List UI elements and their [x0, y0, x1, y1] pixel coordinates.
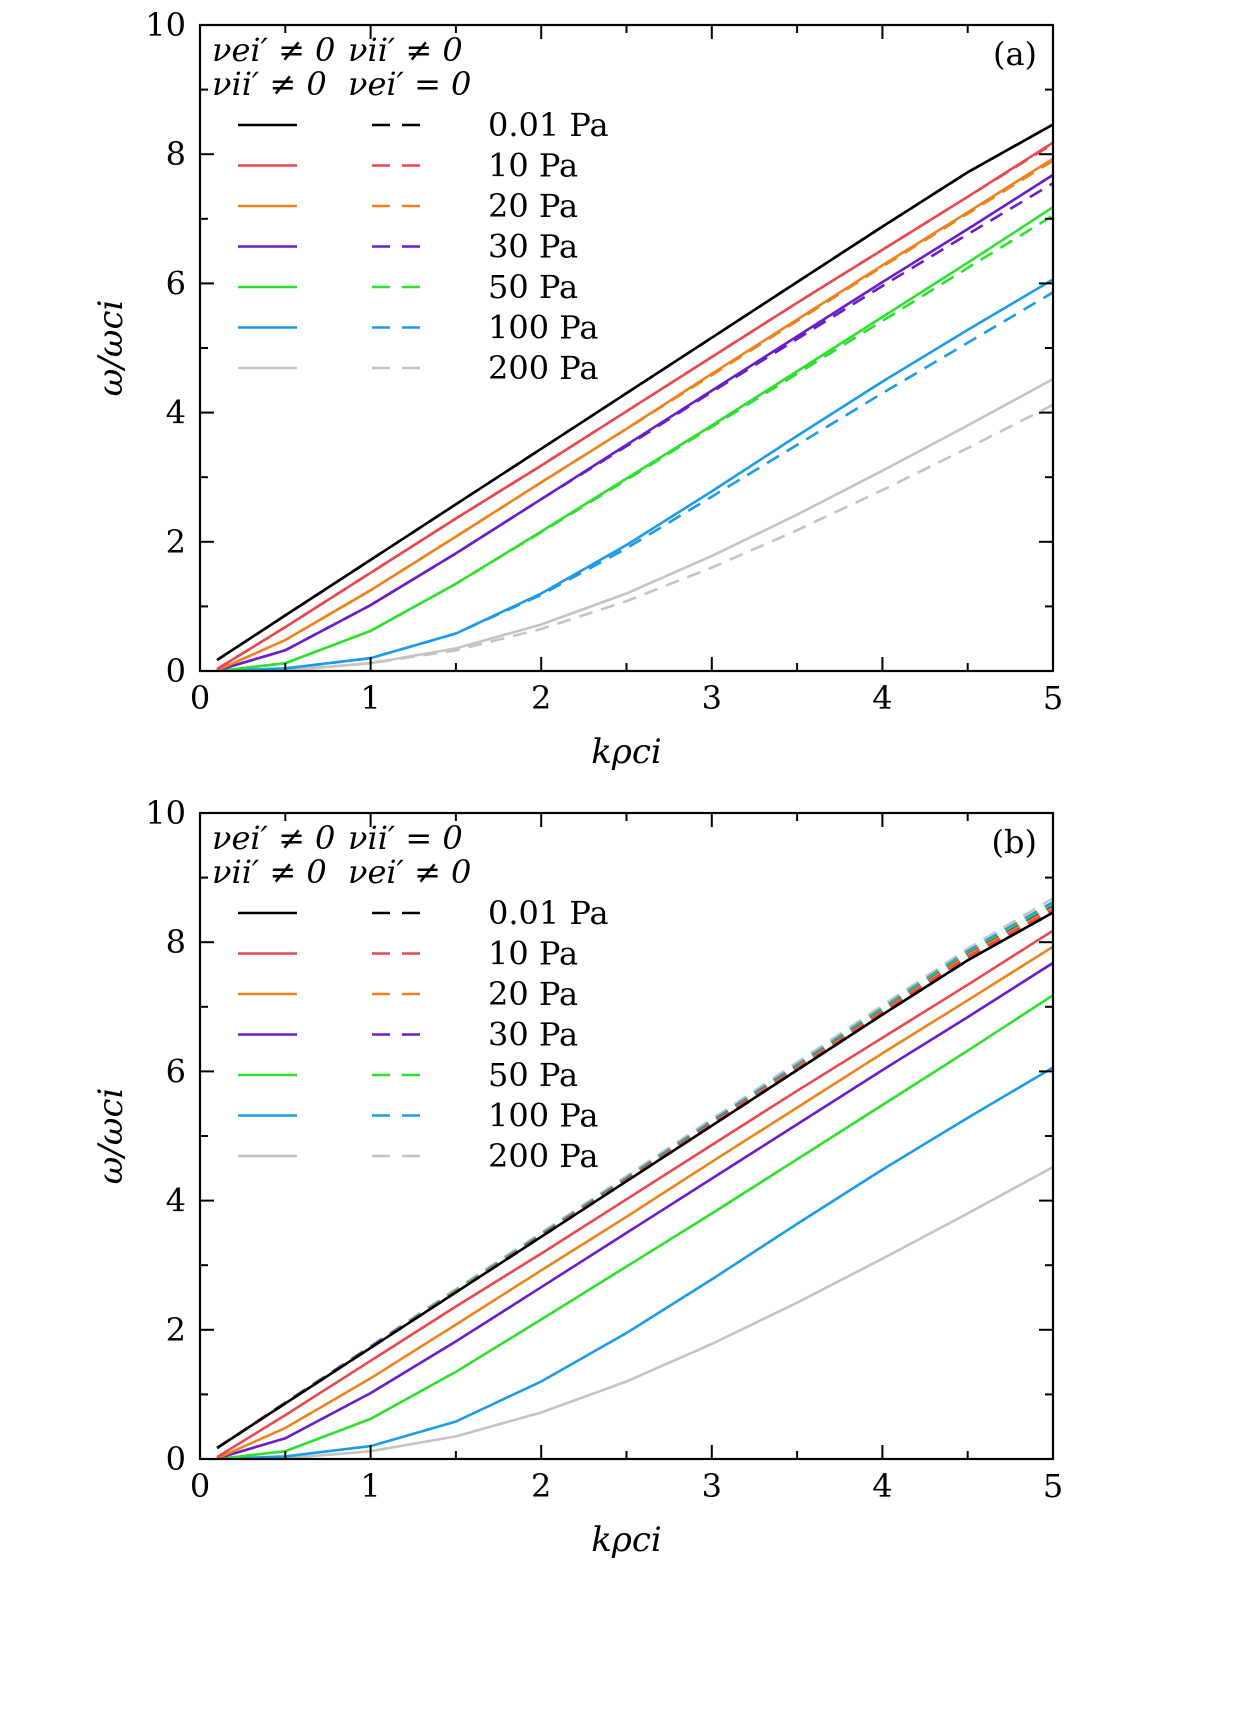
legend-header-solid-line1: νei′ ≠ 0 — [212, 31, 335, 69]
y-tick-label: 8 — [166, 135, 186, 173]
legend-label: 10 Pa — [488, 147, 578, 185]
y-tick-label: 10 — [145, 794, 186, 832]
y-tick-label: 4 — [166, 394, 186, 432]
y-tick-label: 6 — [166, 1052, 186, 1090]
series-solid-200-pa — [217, 1165, 1053, 1459]
y-tick-label: 2 — [166, 1311, 186, 1349]
series-dashed-200-pa — [217, 403, 1053, 671]
series-dashed-10-pa — [216, 142, 1053, 671]
curves — [216, 897, 1053, 1459]
x-tick-label: 0 — [190, 679, 210, 717]
series-solid-20-pa — [216, 945, 1053, 1459]
legend-label: 200 Pa — [488, 1137, 598, 1175]
legend-label: 20 Pa — [488, 187, 578, 225]
y-axis-label: ω/ωci — [91, 1088, 131, 1185]
series-solid-50-pa — [216, 994, 1053, 1459]
x-tick-label: 0 — [190, 1467, 210, 1505]
y-tick-label: 8 — [166, 923, 186, 961]
series-dashed-50-pa — [216, 214, 1053, 671]
x-tick-label: 3 — [702, 679, 722, 717]
legend-label: 100 Pa — [488, 1097, 598, 1135]
legend-header-solid-line2: νii′ ≠ 0 — [212, 853, 327, 891]
x-tick-label: 5 — [1043, 679, 1063, 717]
legend-header-dashed-line1: νii′ ≠ 0 — [348, 31, 463, 69]
legend-label: 0.01 Pa — [488, 106, 609, 144]
y-tick-label: 10 — [145, 6, 186, 44]
series-dashed-30-pa — [216, 182, 1053, 671]
series-solid-10-pa — [216, 929, 1053, 1459]
legend-header-dashed-line2: νei′ ≠ 0 — [348, 853, 471, 891]
panel-tag: (b) — [992, 823, 1037, 861]
legend-label: 50 Pa — [488, 1056, 578, 1094]
series-dashed-0.01-pa — [216, 123, 1053, 662]
legend-header-solid-line2: νii′ ≠ 0 — [212, 65, 327, 103]
curves — [216, 123, 1053, 671]
y-tick-label: 4 — [166, 1182, 186, 1220]
legend-header-dashed-line2: νei′ = 0 — [348, 65, 471, 103]
y-tick-label: 6 — [166, 264, 186, 302]
series-solid-30-pa — [216, 961, 1053, 1459]
ticks — [199, 812, 1054, 1460]
x-tick-label: 1 — [360, 679, 380, 717]
x-tick-label: 1 — [360, 1467, 380, 1505]
panel-tag: (a) — [993, 35, 1037, 73]
x-tick-label: 2 — [531, 679, 551, 717]
plot-frame — [198, 811, 1055, 1461]
x-tick-label: 3 — [702, 1467, 722, 1505]
legend-label: 10 Pa — [488, 935, 578, 973]
legend-header-solid-line1: νei′ ≠ 0 — [212, 819, 335, 857]
legend-label: 50 Pa — [488, 268, 578, 306]
series-solid-20-pa — [216, 157, 1053, 671]
y-tick-label: 2 — [166, 523, 186, 561]
legend-label: 100 Pa — [488, 309, 598, 347]
series-solid-100-pa — [217, 1066, 1053, 1459]
ticks — [199, 24, 1054, 672]
legend-label: 30 Pa — [488, 1016, 578, 1054]
legend-label: 20 Pa — [488, 975, 578, 1013]
x-tick-label: 4 — [872, 1467, 892, 1505]
series-solid-50-pa — [216, 206, 1053, 671]
y-axis-label: ω/ωci — [91, 300, 131, 397]
y-tick-label: 0 — [166, 1440, 186, 1478]
x-tick-label: 4 — [872, 679, 892, 717]
legend-label: 0.01 Pa — [488, 894, 609, 932]
legend-label: 200 Pa — [488, 349, 598, 387]
x-tick-label: 5 — [1043, 1467, 1063, 1505]
plot-frame — [198, 23, 1055, 673]
x-tick-label: 2 — [531, 1467, 551, 1505]
series-dashed-0.01-pa — [216, 911, 1053, 1450]
series-dashed-20-pa — [216, 159, 1053, 671]
x-axis-label: kρci — [591, 1520, 662, 1560]
y-tick-label: 0 — [166, 652, 186, 690]
series-dashed-100-pa — [217, 291, 1053, 671]
legend-header-dashed-line1: νii′ = 0 — [348, 819, 463, 857]
x-axis-label: kρci — [591, 732, 662, 772]
legend-label: 30 Pa — [488, 228, 578, 266]
